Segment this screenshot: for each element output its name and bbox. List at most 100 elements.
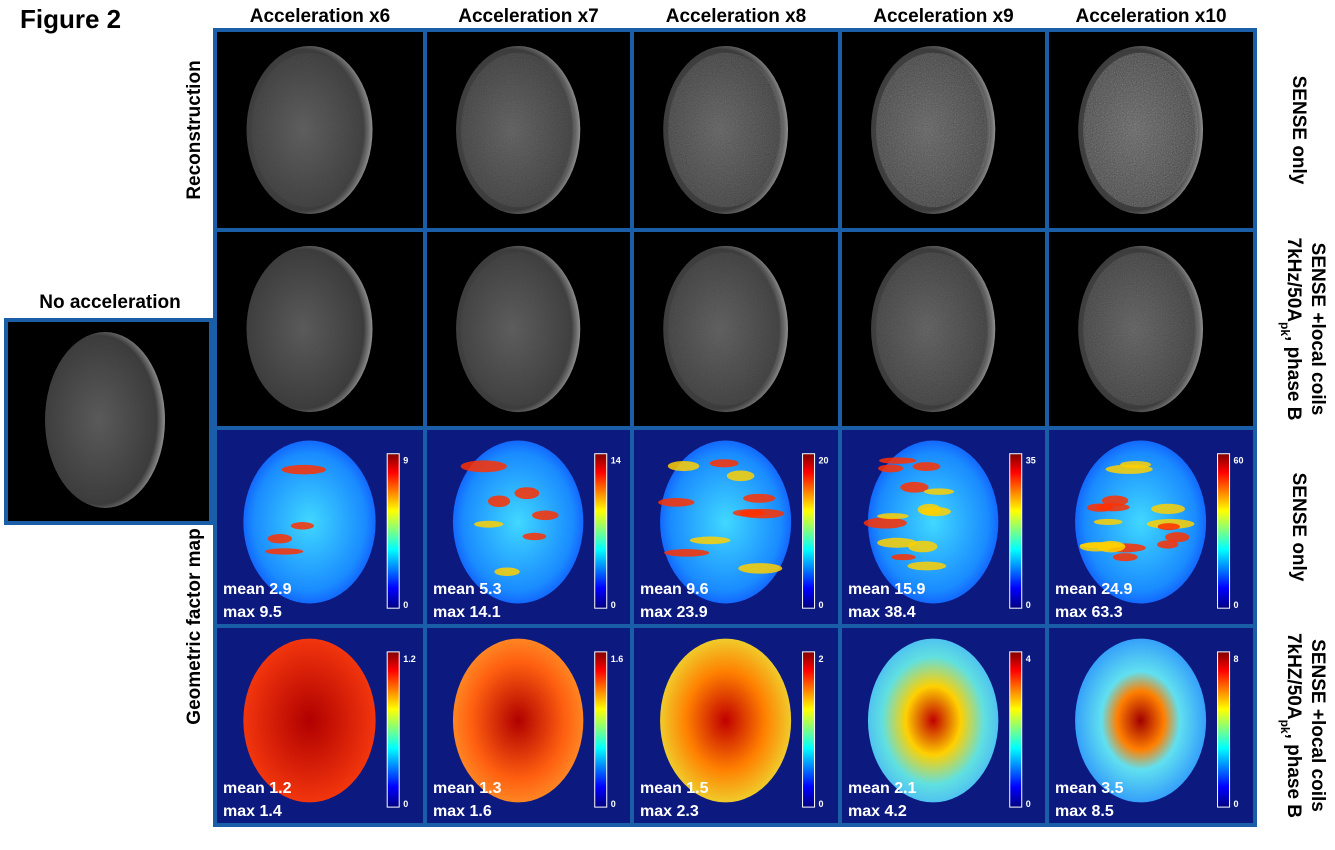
hot-spot [264,548,304,555]
colorbar-tick-label: 0 [819,600,824,610]
row-group-label: Geometric factor map [184,528,205,724]
image-noise [876,252,991,406]
max-value: max 8.5 [1055,803,1114,820]
colorbar-tick-label: 20 [819,456,829,466]
mean-value: mean 2.9 [223,581,292,598]
g-factor-map [1075,440,1207,604]
row-label: SENSE only [1288,473,1309,582]
hot-spot [664,549,710,557]
hot-spot [877,537,917,548]
row-label-line: , phase B [1283,734,1304,818]
colorbar [594,651,608,808]
hot-spot [532,510,559,521]
max-value: max 38.4 [848,604,916,621]
column-header: Acceleration x10 [1075,6,1226,27]
figure-label: Figure 2 [20,4,121,34]
g-factor-map [660,638,792,803]
image-noise [668,252,784,406]
hot-spot [912,462,941,471]
colorbar-tick-label: 8 [1234,654,1239,664]
hot-spot [924,488,955,495]
row-label-subscript: pk [1278,322,1292,336]
colorbar [594,453,608,609]
mean-value: mean 1.3 [433,780,502,797]
hot-spot [1165,532,1190,543]
colorbar [1217,453,1231,609]
colorbar-tick-label: 0 [403,600,408,610]
no-acceleration-label: No acceleration [39,292,181,313]
hot-spot [460,460,507,473]
row-label-line: , phase B [1283,336,1304,420]
row-label-line: SENSE +local coils [1307,639,1328,812]
colorbar-tick-label: 9 [403,456,408,466]
row-label: SENSE only [1288,76,1309,185]
image-noise [876,52,991,208]
hot-spot [726,470,755,482]
max-value: max 23.9 [640,604,708,621]
mean-value: mean 9.6 [640,581,709,598]
image-noise [668,52,784,208]
g-factor-map [867,440,999,604]
row-group-label: Reconstruction [184,60,205,199]
row-label: SENSE +local coils7kHZ/50Apk, phase B [1278,633,1328,818]
hot-spot [689,536,731,545]
colorbar [1009,651,1023,808]
hot-spot [290,522,314,530]
colorbar [386,651,400,808]
colorbar-tick-label: 0 [819,799,824,809]
mean-value: mean 1.5 [640,780,709,797]
hot-spot [917,503,942,516]
hot-spot [1157,523,1180,531]
row-label-subscript: pk [1278,720,1292,734]
hot-spot [474,520,504,528]
colorbar [1009,453,1023,609]
row-label: SENSE +local coils7kHz/50Apk, phase B [1278,238,1328,421]
max-value: max 9.5 [223,604,282,621]
hot-spot [658,498,695,507]
max-value: max 1.6 [433,803,492,820]
brain-image [45,332,165,508]
mean-value: mean 15.9 [848,581,925,598]
max-value: max 2.3 [640,803,699,820]
hot-spot [877,513,909,520]
max-value: max 14.1 [433,604,501,621]
colorbar-tick-label: 35 [1026,456,1036,466]
g-factor-map [243,440,376,604]
g-factor-map [1075,638,1207,803]
colorbar-tick-label: 0 [611,799,616,809]
column-header: Acceleration x7 [458,6,598,27]
column-header: Acceleration x6 [250,6,390,27]
image-noise [251,52,368,208]
hot-spot [267,534,293,544]
hot-spot [1157,540,1179,549]
hot-spot [514,487,540,500]
column-header: Acceleration x8 [666,6,806,27]
hot-spot [281,464,327,475]
colorbar-tick-label: 60 [1234,456,1244,466]
hot-spot [740,508,785,519]
image-noise [461,252,576,406]
hot-spot [487,495,511,508]
hot-spot [1120,461,1152,469]
colorbar [1217,651,1231,808]
hot-spot [494,567,520,576]
colorbar [802,651,816,808]
hot-spot [891,554,916,561]
row-label-line: 7kHz/50A [1283,238,1304,323]
colorbar-tick-label: 0 [1026,600,1031,610]
image-noise [461,52,576,208]
hot-spot [1101,495,1129,506]
hot-spot [709,459,739,468]
mean-value: mean 5.3 [433,581,502,598]
mean-value: mean 3.5 [1055,780,1124,797]
hot-spot [1112,553,1138,562]
hot-spot [907,561,947,571]
g-factor-map [452,638,584,803]
row-label-line: SENSE only [1288,76,1309,185]
hot-spot [879,457,917,464]
colorbar-tick-label: 1.6 [611,654,624,664]
hot-spot [1079,542,1124,549]
hot-spot [738,563,783,574]
